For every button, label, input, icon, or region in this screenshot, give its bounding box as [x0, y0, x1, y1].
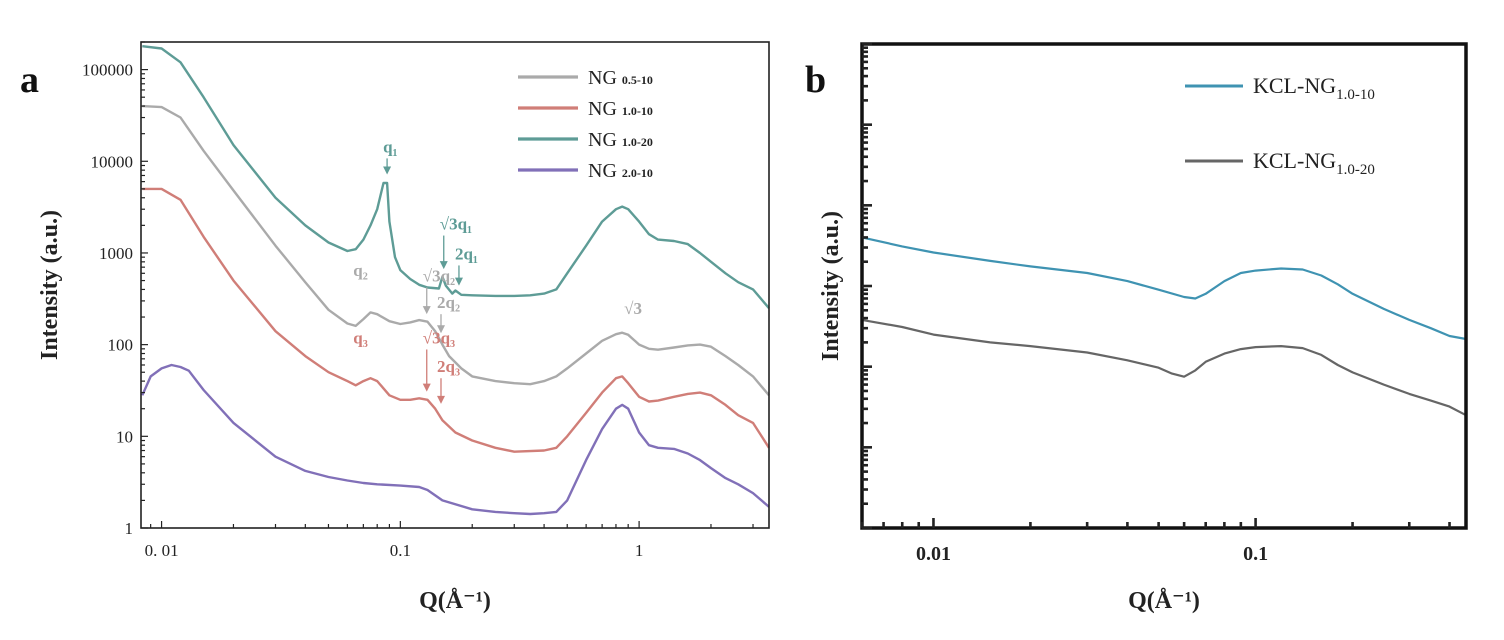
a-legend-entry-1: NG 1.0-10: [588, 98, 653, 120]
a-peak-annotation-8: √3q₃: [423, 328, 455, 347]
a-annotation-arrow-head: [439, 261, 448, 270]
a-y-tick-label: 1000: [99, 244, 133, 263]
panel-a-label: a: [20, 59, 39, 101]
a-annotation-arrow-head: [454, 277, 463, 286]
b-legend-entry-1: KCL-NG1.0-20: [1253, 148, 1375, 178]
a-series-line-1: [142, 187, 771, 453]
panel-a-series-layer: [141, 45, 771, 516]
a-legend-entry-2: NG 1.0-20: [588, 129, 653, 151]
a-peak-annotation-2: 2q₁: [455, 244, 478, 263]
a-legend-name: NG: [588, 98, 617, 120]
panel-b-label: b: [805, 59, 826, 101]
a-legend-subscript: 0.5-10: [622, 73, 653, 87]
a-series-line-3: [141, 363, 770, 516]
a-peak-annotation-1: √3q₁: [440, 215, 472, 234]
a-peak-annotation-7: q₃: [353, 328, 368, 347]
a-peak-annotation-6: √3: [624, 299, 642, 318]
a-peak-annotation-5: 2q₂: [437, 293, 460, 312]
a-x-tick-label: 0.1: [390, 541, 411, 560]
a-x-tick-label: 0. 01: [145, 541, 179, 560]
a-y-tick-label: 1: [125, 519, 134, 538]
panel-b-y-axis-label: Intensity (a.u.): [818, 211, 844, 361]
panel-a-legend: NG 0.5-10 NG 1.0-10 NG 1.0-20 NG 2.0-10: [518, 67, 653, 182]
panel-a-plot-frame: [140, 41, 770, 529]
a-peak-annotation-9: 2q₃: [437, 357, 460, 376]
b-legend-entry-0: KCL-NG1.0-10: [1253, 73, 1375, 103]
b-legend-name: KCL-NG: [1253, 73, 1336, 98]
a-series-line-2: [142, 45, 770, 309]
panel-b-plot-frame: [860, 42, 1468, 530]
a-legend-name: NG: [588, 160, 617, 182]
a-peak-annotation-3: q₂: [353, 261, 368, 280]
a-peak-annotation-0: q₁: [383, 137, 398, 156]
b-series-line-0: [861, 236, 1467, 341]
panel-b-axis-ticks: 0.01 0.1: [860, 42, 1451, 565]
a-legend-name: NG: [588, 129, 617, 151]
a-legend-subscript: 2.0-10: [622, 166, 653, 180]
b-x-tick-label: 0.01: [916, 543, 951, 565]
b-x-tick-label: 0.1: [1243, 543, 1268, 565]
a-legend-name: NG: [588, 67, 617, 89]
a-annotation-arrow-head: [436, 395, 445, 404]
b-legend-subscript: 1.0-10: [1336, 87, 1375, 103]
a-annotation-arrow-head: [422, 306, 431, 315]
b-series-line-1: [861, 318, 1467, 417]
panel-a-axis-ticks: 0. 01 0.1 1 1 10 100 1000 10000 100000: [82, 41, 754, 560]
a-legend-subscript: 1.0-20: [622, 135, 653, 149]
a-series-line-0: [142, 104, 770, 397]
a-y-tick-label: 10: [116, 427, 133, 446]
a-y-tick-label: 10000: [91, 152, 134, 171]
panel-b-series-layer: [861, 236, 1467, 417]
a-annotation-arrow-head: [436, 325, 445, 334]
a-y-tick-label: 100000: [82, 61, 133, 80]
panel-a-y-axis-label: Intensity (a.u.): [37, 210, 63, 360]
b-legend-name: KCL-NG: [1253, 148, 1336, 173]
a-annotation-arrow-head: [383, 166, 392, 175]
a-y-tick-label: 100: [108, 336, 134, 355]
a-legend-entry-0: NG 0.5-10: [588, 67, 653, 89]
a-legend-subscript: 1.0-10: [622, 104, 653, 118]
panel-b-x-axis-label: Q(Å⁻¹): [1128, 588, 1200, 614]
a-annotation-arrow-head: [422, 383, 431, 392]
a-x-tick-label: 1: [635, 541, 644, 560]
a-legend-entry-3: NG 2.0-10: [588, 160, 653, 182]
a-peak-annotation-4: √3q₂: [423, 266, 455, 285]
b-legend-subscript: 1.0-20: [1336, 162, 1375, 178]
panel-a-x-axis-label: Q(Å⁻¹): [419, 588, 491, 614]
